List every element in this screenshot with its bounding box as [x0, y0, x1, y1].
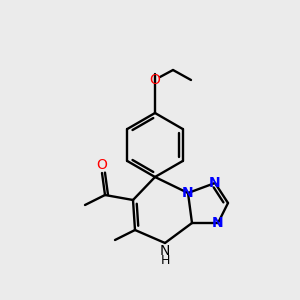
Text: H: H: [160, 254, 170, 266]
Text: N: N: [160, 244, 170, 258]
Text: O: O: [97, 158, 107, 172]
Text: N: N: [212, 216, 224, 230]
Text: N: N: [182, 186, 194, 200]
Text: O: O: [150, 73, 160, 87]
Text: N: N: [209, 176, 221, 190]
